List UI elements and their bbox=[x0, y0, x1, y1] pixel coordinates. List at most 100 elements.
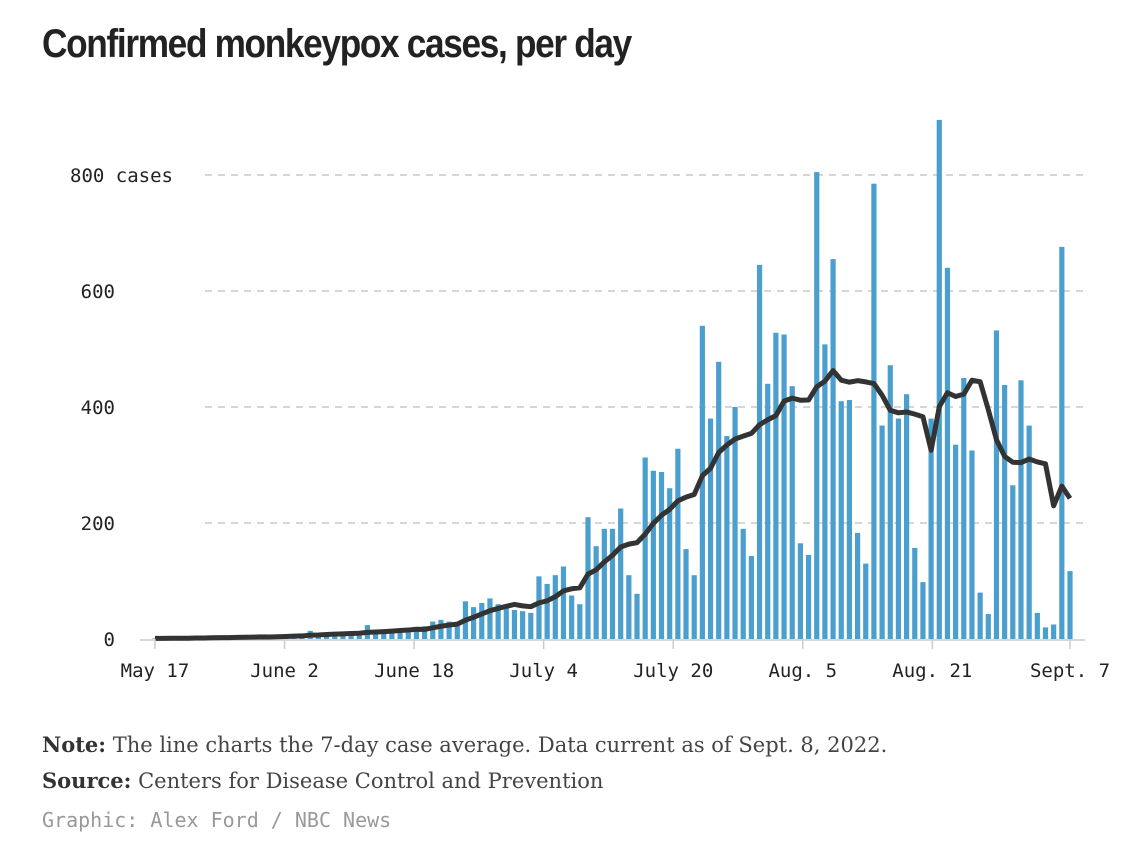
bar bbox=[1026, 425, 1032, 639]
bar bbox=[740, 528, 746, 639]
bar bbox=[830, 259, 836, 639]
bar bbox=[716, 361, 722, 639]
bar bbox=[626, 575, 632, 639]
x-tick-label: July 4 bbox=[509, 660, 578, 682]
bar bbox=[765, 383, 771, 639]
bar bbox=[405, 628, 411, 639]
x-tick-label: June 18 bbox=[374, 660, 454, 682]
bar bbox=[944, 267, 951, 639]
x-tick-label: Aug. 5 bbox=[768, 660, 837, 682]
bar bbox=[642, 457, 648, 639]
average-line bbox=[155, 368, 1073, 641]
bar bbox=[536, 576, 542, 639]
bar bbox=[609, 528, 616, 639]
bar bbox=[389, 629, 395, 639]
bar bbox=[471, 607, 477, 639]
x-tick-label: May 17 bbox=[121, 660, 190, 682]
bar bbox=[479, 603, 485, 639]
bar bbox=[781, 334, 787, 639]
bar bbox=[372, 632, 379, 639]
bar bbox=[438, 619, 444, 639]
bar bbox=[732, 407, 738, 639]
bar bbox=[912, 547, 918, 639]
bar bbox=[569, 595, 575, 639]
bar bbox=[707, 418, 714, 639]
bar bbox=[904, 394, 910, 639]
bar bbox=[961, 378, 967, 639]
bar bbox=[838, 401, 844, 639]
bar bbox=[797, 543, 804, 639]
bar bbox=[895, 418, 902, 639]
bar bbox=[928, 418, 934, 639]
source-text: Centers for Disease Control and Preventi… bbox=[131, 769, 604, 793]
bar bbox=[520, 611, 526, 639]
x-tick-label: Sept. 7 bbox=[1030, 660, 1110, 682]
bar bbox=[560, 566, 567, 639]
bar bbox=[691, 575, 697, 639]
bar bbox=[381, 630, 387, 639]
bar bbox=[634, 593, 640, 639]
bar bbox=[1051, 624, 1057, 639]
bar bbox=[528, 612, 534, 639]
bar bbox=[846, 400, 853, 639]
credit: Graphic: Alex Ford / NBC News bbox=[42, 808, 392, 832]
bar bbox=[454, 623, 460, 639]
source: Source: Centers for Disease Control and … bbox=[42, 768, 603, 793]
chart: 0 200 400 600 800 cases May 17 June 2 June 18 Ju… bbox=[70, 119, 1110, 682]
bar bbox=[969, 450, 975, 639]
bar bbox=[871, 183, 877, 639]
bar bbox=[773, 332, 779, 639]
bar bbox=[495, 604, 501, 639]
y-tick-label: 600 bbox=[81, 281, 115, 303]
bar bbox=[1034, 612, 1040, 639]
bar bbox=[421, 626, 428, 639]
bar bbox=[446, 621, 452, 639]
bar bbox=[1059, 246, 1065, 640]
bar bbox=[356, 633, 362, 639]
bar bbox=[887, 365, 893, 639]
bar bbox=[920, 582, 926, 639]
bar bbox=[724, 436, 730, 639]
bar bbox=[487, 598, 493, 639]
bar bbox=[413, 627, 420, 639]
bar bbox=[879, 425, 885, 639]
bar bbox=[552, 575, 558, 639]
bar bbox=[953, 444, 959, 639]
bar bbox=[340, 634, 346, 639]
bar bbox=[936, 119, 942, 639]
source-label: Source: bbox=[42, 768, 132, 793]
bar bbox=[618, 508, 624, 639]
y-tick-label: 0 bbox=[104, 629, 115, 651]
bar bbox=[814, 172, 820, 639]
y-tick-label: 800 cases bbox=[70, 165, 173, 187]
bar bbox=[511, 610, 518, 639]
x-tick-label: June 2 bbox=[250, 660, 319, 682]
bar bbox=[854, 532, 861, 639]
bar bbox=[748, 556, 754, 639]
bar bbox=[544, 583, 550, 639]
bar bbox=[985, 614, 991, 639]
bar bbox=[1018, 380, 1024, 639]
bar bbox=[397, 630, 403, 639]
x-tick-label: July 20 bbox=[633, 660, 713, 682]
bar bbox=[1002, 384, 1008, 639]
bar bbox=[593, 546, 599, 639]
bar bbox=[675, 448, 681, 639]
note: Note: The line charts the 7-day case ave… bbox=[42, 732, 887, 757]
bar bbox=[658, 471, 665, 639]
y-tick-label: 200 bbox=[81, 513, 115, 535]
bar bbox=[601, 528, 607, 639]
bar bbox=[993, 330, 1000, 639]
bar bbox=[1042, 627, 1049, 639]
bar bbox=[1067, 571, 1073, 639]
y-tick-label: 400 bbox=[81, 397, 115, 419]
bar bbox=[789, 386, 795, 639]
bar bbox=[667, 488, 673, 639]
bar bbox=[822, 344, 828, 639]
note-label: Note: bbox=[42, 732, 107, 757]
chart-title: Confirmed monkeypox cases, per day bbox=[42, 22, 632, 66]
bar bbox=[503, 607, 509, 639]
bar bbox=[683, 549, 689, 639]
note-text: The line charts the 7-day case average. … bbox=[106, 733, 888, 757]
bar bbox=[977, 592, 983, 639]
